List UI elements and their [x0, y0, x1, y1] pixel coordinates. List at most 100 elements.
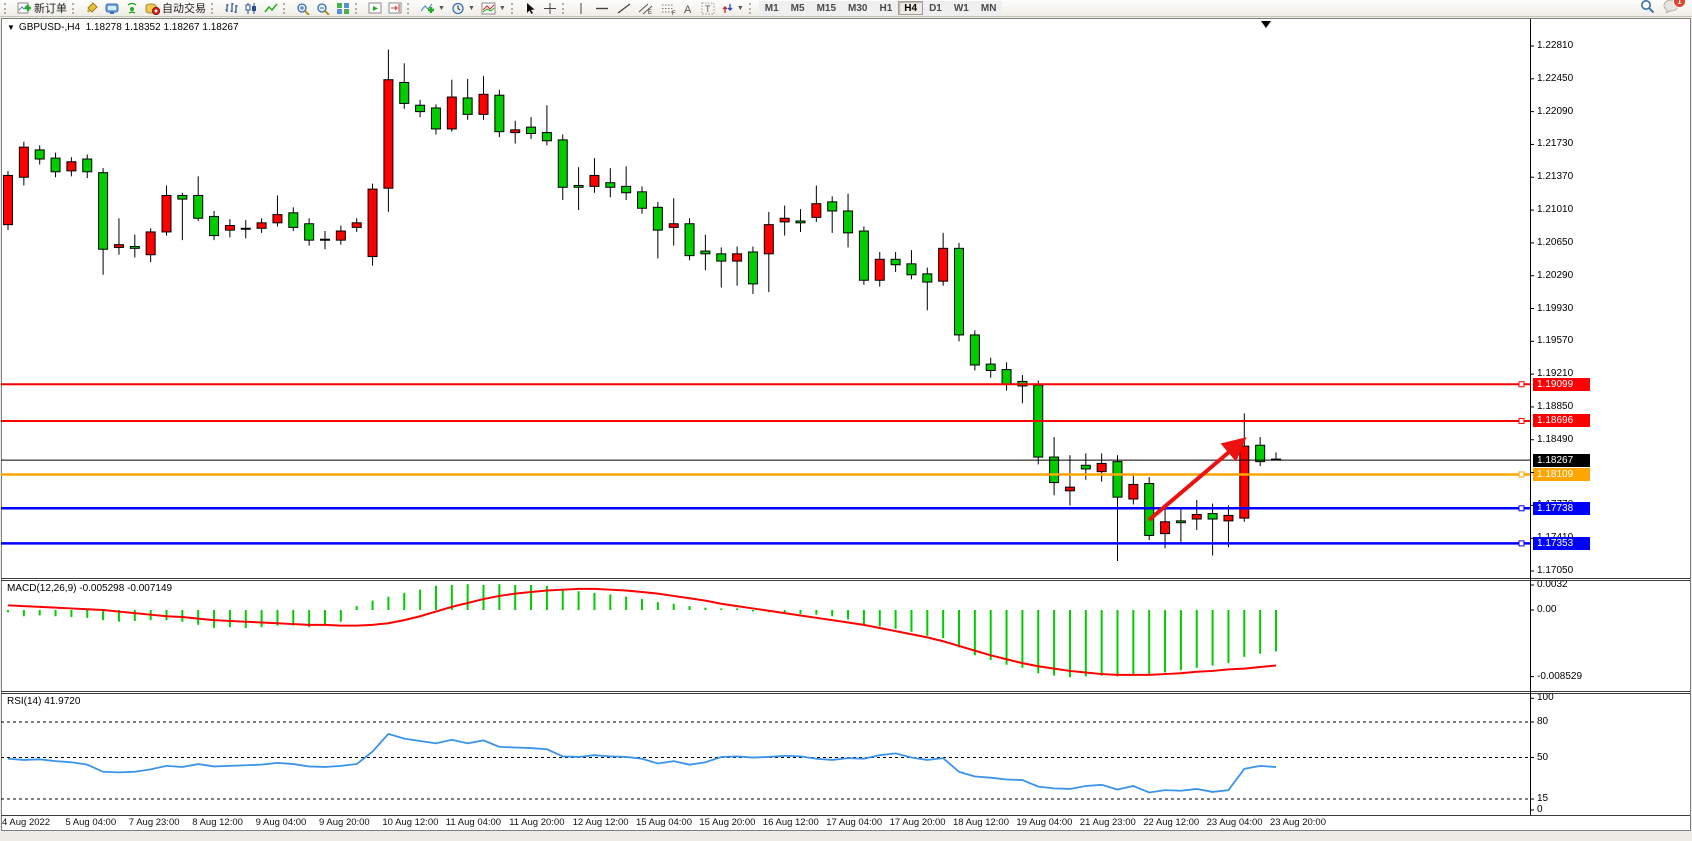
- paint-bucket-button[interactable]: [82, 1, 102, 16]
- toolbar-drag-handle[interactable]: [4, 2, 10, 14]
- vertical-line-icon: [576, 2, 586, 15]
- rsi-value: 41.9720: [44, 696, 81, 707]
- horizontal-line-icon: [594, 2, 610, 15]
- indicators-button[interactable]: ▼: [417, 1, 448, 16]
- new-order-button[interactable]: 新订单: [14, 1, 70, 16]
- periods-button[interactable]: ▼: [448, 1, 478, 16]
- tile-windows-icon: [336, 2, 350, 15]
- vertical-line-tool-button[interactable]: [572, 1, 591, 16]
- time-axis-label: 17 Aug 04:00: [826, 817, 883, 828]
- candlestick-icon: [244, 2, 258, 15]
- indicators-icon: [420, 2, 435, 15]
- zoom-out-icon: [316, 2, 330, 15]
- price-tick-label: 1.22450: [1537, 72, 1574, 84]
- timeframe-button-m1[interactable]: M1: [758, 1, 785, 15]
- time-axis-label: 11 Aug 20:00: [509, 817, 565, 828]
- crosshair-tool-button[interactable]: [540, 1, 560, 16]
- price-tick-label: 1.17050: [1537, 565, 1574, 576]
- rsi-panel-label: RSI(14) 41.9720: [7, 696, 81, 707]
- time-axis-label: 23 Aug 20:00: [1270, 817, 1326, 828]
- price-tick-label: 1.19570: [1537, 335, 1574, 347]
- timeframe-button-w1[interactable]: W1: [947, 1, 975, 15]
- text-label-tool-button[interactable]: T: [698, 1, 718, 16]
- price-tick-label: 1.18850: [1537, 400, 1574, 412]
- time-axis-label: 8 Aug 12:00: [192, 817, 243, 828]
- one-click-trading-toggle[interactable]: ▼: [7, 23, 15, 32]
- fibonacci-tool-button[interactable]: F: [657, 1, 679, 16]
- toolbar-separator: [561, 2, 568, 14]
- arrows-caret-icon[interactable]: ▼: [736, 4, 744, 12]
- new-order-label: 新订单: [34, 3, 67, 15]
- price-tick-label: 1.22810: [1537, 40, 1574, 51]
- text-tool-button[interactable]: A: [679, 1, 698, 16]
- signals-button[interactable]: [122, 1, 142, 16]
- rsi-scale-label: 15: [1537, 793, 1549, 805]
- autotrading-button[interactable]: 自动交易: [142, 1, 209, 16]
- timeframe-button-mn[interactable]: MN: [974, 1, 1003, 15]
- tile-windows-button[interactable]: [333, 1, 353, 16]
- timeframe-button-m15[interactable]: M15: [810, 1, 843, 15]
- price-tick-label: 1.21730: [1537, 138, 1574, 150]
- community-button[interactable]: 1: [1663, 0, 1686, 18]
- timeframe-button-d1[interactable]: D1: [923, 1, 948, 15]
- svg-text:T: T: [705, 4, 711, 14]
- metaeditor-icon: [105, 2, 119, 15]
- search-icon[interactable]: [1640, 0, 1655, 18]
- timeframe-button-m30[interactable]: M30: [842, 1, 874, 15]
- time-axis-label: 9 Aug 20:00: [319, 817, 370, 828]
- cursor-icon: [524, 2, 536, 15]
- price-tick-label: 1.18490: [1537, 433, 1574, 445]
- chart-shift-button[interactable]: [385, 1, 405, 16]
- clock-icon: [451, 2, 465, 15]
- timeframe-button-h1[interactable]: H1: [873, 1, 899, 15]
- templates-caret-icon[interactable]: ▼: [498, 4, 506, 12]
- fibonacci-icon: F: [660, 2, 676, 15]
- time-axis-label: 15 Aug 20:00: [699, 817, 756, 828]
- new-order-icon: [17, 2, 32, 15]
- equidistant-channel-tool-button[interactable]: E: [635, 1, 657, 16]
- main-toolbar: 新订单 自动交易 ▼ ▼ ▼ E F: [0, 0, 1692, 17]
- time-axis-label: 7 Aug 23:00: [128, 817, 180, 828]
- zoom-in-button[interactable]: [293, 1, 313, 16]
- time-axis-label: 22 Aug 12:00: [1143, 817, 1200, 828]
- auto-scroll-button[interactable]: [365, 1, 385, 16]
- templates-button[interactable]: ▼: [478, 1, 509, 16]
- trendline-tool-button[interactable]: [613, 1, 635, 16]
- equidistant-channel-icon: E: [638, 2, 654, 15]
- trendline-icon: [616, 2, 632, 15]
- macd-scale-label: 0.0032: [1537, 579, 1568, 590]
- line-chart-button[interactable]: [261, 1, 281, 16]
- horizontal-line-tool-button[interactable]: [591, 1, 613, 16]
- cursor-tool-button[interactable]: [521, 1, 540, 16]
- text-label-icon: T: [701, 2, 715, 15]
- chart-window: [1, 18, 1691, 831]
- line-chart-icon: [264, 2, 278, 15]
- periods-caret-icon[interactable]: ▼: [467, 4, 475, 12]
- bar-chart-button[interactable]: [221, 1, 241, 16]
- toolbar-separator: [283, 2, 289, 14]
- price-label-box-1.17353: 1.17353: [1533, 536, 1590, 550]
- time-axis-label: 12 Aug 12:00: [572, 817, 629, 828]
- chart-symbol-period: GBPUSD-,H4: [18, 22, 81, 33]
- time-axis-label: 18 Aug 12:00: [953, 817, 1009, 828]
- indicators-caret-icon[interactable]: ▼: [438, 4, 445, 12]
- zoom-out-button[interactable]: [313, 1, 333, 16]
- timeframe-button-m5[interactable]: M5: [784, 1, 811, 15]
- arrows-tool-button[interactable]: ▼: [718, 1, 747, 16]
- toolbar-separator: [355, 2, 361, 14]
- metaeditor-button[interactable]: [102, 1, 122, 16]
- rsi-scale-label: 100: [1537, 692, 1554, 704]
- paint-bucket-icon: [85, 1, 99, 15]
- price-label-box-1.19099: 1.19099: [1533, 377, 1590, 391]
- timeframe-button-h4[interactable]: H4: [898, 1, 924, 15]
- price-label-box-1.18109: 1.18109: [1533, 467, 1590, 481]
- candlestick-chart-button[interactable]: [241, 1, 261, 16]
- macd-scale-label: -0.008529: [1537, 670, 1583, 682]
- toolbar-separator: [748, 2, 755, 14]
- price-label-box-1.17738: 1.17738: [1533, 501, 1590, 515]
- autotrading-icon: [145, 2, 160, 15]
- price-tick-label: 1.21370: [1537, 171, 1574, 183]
- price-tick-label: 1.21010: [1537, 204, 1574, 216]
- price-tick-label: 1.19210: [1537, 368, 1574, 380]
- arrows-icon: [721, 2, 734, 15]
